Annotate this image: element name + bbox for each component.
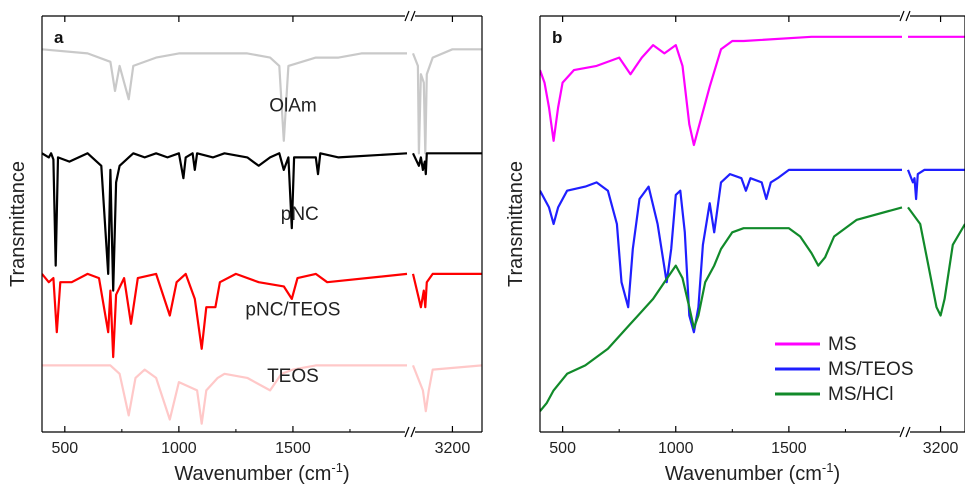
panel-b: 500 1000 1500 3200 b Wavenumber (cm-1) Transmi… [505, 10, 965, 485]
axis-break-mark [404, 10, 410, 22]
series-line-ms-teos-left [540, 168, 902, 334]
panel-a: OlAm pNC pNC/TEOS TEOS 500 1000 1500 3200 a Waven… [7, 10, 483, 485]
axis-break-mark [410, 426, 416, 438]
y-axis-label: Transmittance [505, 161, 527, 287]
axis-break-mark [905, 10, 911, 22]
x-tick-label: 1000 [658, 440, 694, 457]
x-axis-label-superscript: -1 [822, 460, 834, 475]
x-tick-label: 3200 [923, 440, 959, 457]
series-line-pnc-teos-left [42, 272, 408, 359]
legend-entry: MS [828, 334, 857, 355]
series-label: pNC [281, 204, 319, 225]
axis-break-mark [410, 10, 416, 22]
series-label: TEOS [267, 366, 319, 387]
series-line-ms-teos-right [906, 168, 965, 201]
x-axis-label-close: ) [833, 463, 840, 485]
series-line-ms-hcl-left [540, 206, 903, 412]
x-axis-label: Wavenumber (cm-1) [665, 460, 840, 485]
series-line-ms-left [540, 35, 902, 147]
y-axis-label: Transmittance [7, 161, 29, 287]
panel-label: b [552, 28, 562, 47]
series-label: pNC/TEOS [245, 300, 340, 321]
x-tick-label: 500 [51, 440, 78, 457]
series-line-teos-right [411, 364, 482, 413]
x-axis-label: Wavenumber (cm-1) [174, 460, 349, 485]
series-line-ms-hcl-right [907, 206, 965, 317]
x-tick-label: 3200 [435, 440, 471, 457]
series-line-olam-left [42, 48, 407, 142]
legend-entry: MS/TEOS [828, 359, 914, 380]
axis-break-mark [404, 426, 410, 438]
x-tick-label: 1500 [771, 440, 807, 457]
x-axis-label-superscript: -1 [331, 460, 343, 475]
legend: MS MS/TEOS MS/HCl [775, 334, 914, 405]
x-tick-label: 500 [549, 440, 576, 457]
series-line-pnc-teos-right [411, 272, 482, 309]
series-line-pnc-left [42, 152, 408, 292]
axis-break-mark [899, 10, 905, 22]
x-axis-label-close: ) [343, 463, 350, 485]
series-line-olam-right [411, 48, 482, 155]
x-tick-label: 1000 [161, 440, 197, 457]
axis-break-mark [905, 426, 911, 438]
axis-break-mark [899, 426, 905, 438]
x-axis-label-text: Wavenumber (cm [174, 463, 331, 485]
panel-label: a [54, 28, 64, 47]
series-label: OlAm [269, 96, 317, 117]
legend-entry: MS/HCl [828, 384, 893, 405]
series-line-teos-left [42, 364, 407, 425]
x-axis-label-text: Wavenumber (cm [665, 463, 822, 485]
series-line-pnc-right [412, 152, 482, 176]
x-tick-label: 1500 [275, 440, 311, 457]
